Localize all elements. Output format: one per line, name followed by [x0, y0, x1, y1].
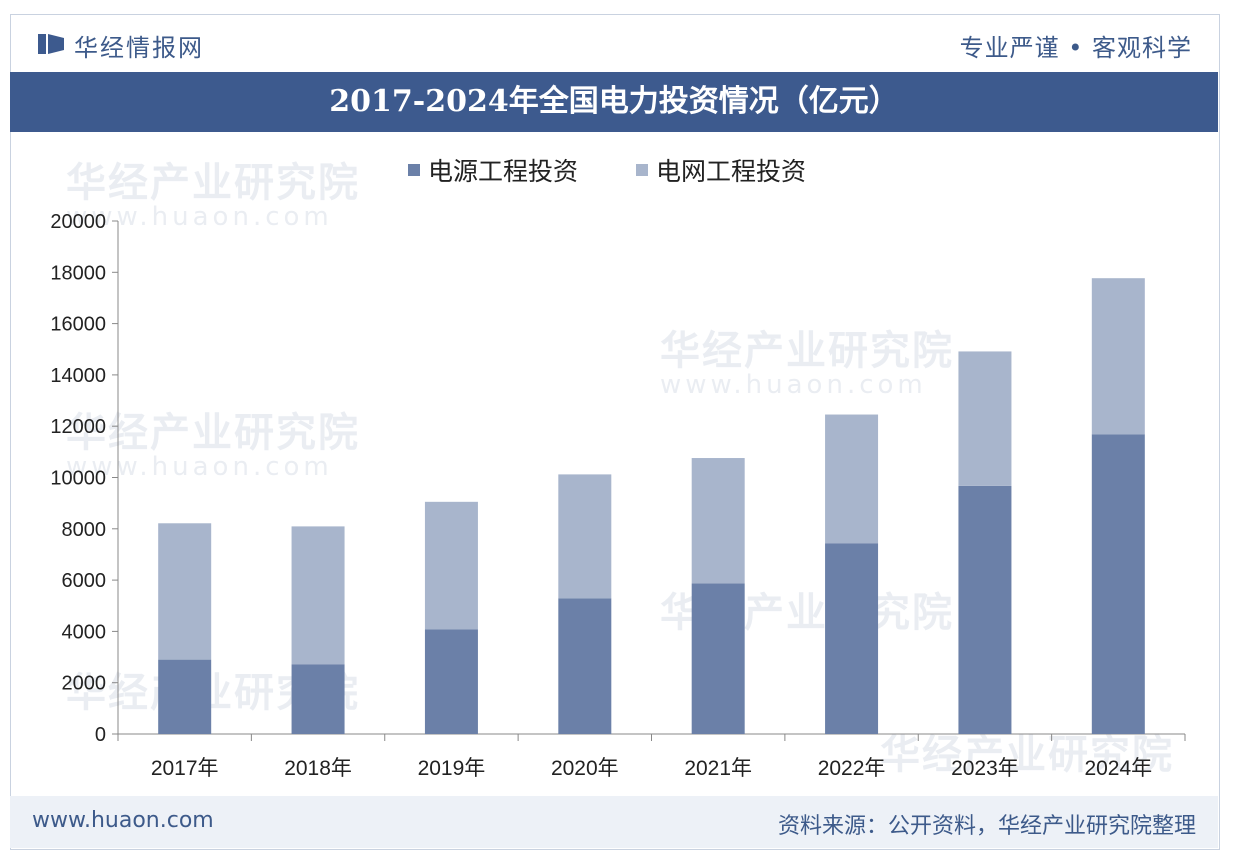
watermark-url: www.huaon.com: [660, 370, 927, 400]
bar-power-grid: [958, 351, 1012, 486]
x-tick-label: 2021年: [684, 757, 752, 780]
watermark-text: 华经产业研究院: [66, 410, 360, 456]
x-tick-label: 2019年: [418, 757, 486, 780]
bar-power-grid: [291, 526, 345, 665]
bar-power-source: [1091, 434, 1145, 734]
brand-name: 华经情报网: [74, 34, 204, 62]
watermark-url: www.huaon.com: [66, 452, 333, 482]
bar-power-source: [958, 485, 1012, 734]
data-source-note: 资料来源：公开资料，华经产业研究院整理: [777, 814, 1196, 839]
slogan: 专业严谨 • 客观科学: [959, 34, 1192, 62]
bar-power-source: [558, 598, 612, 734]
y-tick-label: 8000: [62, 519, 107, 541]
legend-swatch: [636, 164, 648, 176]
footer-bar: www.huaon.com 资料来源：公开资料，华经产业研究院整理: [10, 796, 1218, 848]
y-tick-label: 10000: [50, 468, 106, 490]
y-tick-label: 14000: [50, 365, 106, 387]
bar-power-grid: [1091, 278, 1145, 435]
footer-url: www.huaon.com: [32, 808, 214, 833]
title-band: 2017-2024年全国电力投资情况（亿元）: [10, 72, 1218, 132]
legend-label: 电网工程投资: [656, 157, 806, 186]
brand-logo-icon: [38, 34, 64, 54]
watermark-text: 华经产业研究院: [880, 732, 1174, 778]
bar-power-source: [424, 629, 478, 734]
x-tick-label: 2020年: [551, 757, 619, 780]
bar-power-source: [158, 659, 212, 734]
legend-label: 电源工程投资: [428, 157, 578, 186]
bar-power-grid: [158, 523, 212, 660]
bar-power-source: [691, 583, 745, 734]
watermark-text: 华经产业研究院: [660, 328, 954, 374]
legend-swatch: [408, 164, 420, 176]
y-tick-label: 4000: [62, 621, 107, 643]
top-bar: 华经情报网 专业严谨 • 客观科学: [10, 14, 1218, 72]
bar-power-grid: [558, 474, 612, 599]
y-tick-label: 2000: [62, 673, 107, 695]
chart-title: 2017-2024年全国电力投资情况（亿元）: [329, 84, 899, 119]
x-tick-label: 2023年: [951, 757, 1019, 780]
y-tick-label: 0: [95, 724, 106, 746]
y-tick-label: 18000: [50, 262, 106, 284]
bar-power-source: [825, 543, 879, 734]
y-tick-label: 6000: [62, 570, 107, 592]
x-tick-label: 2018年: [284, 757, 352, 780]
x-tick-label: 2024年: [1084, 757, 1152, 780]
x-tick-label: 2022年: [818, 757, 886, 780]
bar-power-grid: [825, 414, 879, 544]
x-tick-label: 2017年: [151, 757, 219, 780]
y-tick-label: 12000: [50, 416, 106, 438]
bar-power-grid: [691, 458, 745, 584]
watermark-url: www.huaon.com: [66, 202, 333, 232]
watermark-text: 华经产业研究院: [66, 160, 360, 206]
y-tick-label: 16000: [50, 314, 106, 336]
y-tick-label: 20000: [50, 211, 106, 233]
chart-area: 0 2000 4000 6000 8000 10000 12000 14000 16000 180…: [10, 132, 1218, 794]
chart-frame: [10, 14, 1220, 850]
stacked-bar-chart: 0 2000 4000 6000 8000 10000 12000 14000 16000 180…: [50, 157, 1186, 780]
bar-power-source: [291, 664, 345, 734]
bar-power-grid: [424, 501, 478, 630]
